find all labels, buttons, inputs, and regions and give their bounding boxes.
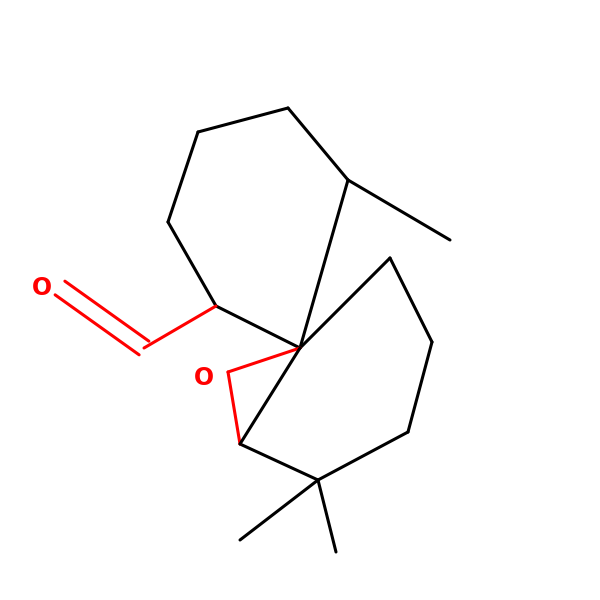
Text: O: O [32,276,52,300]
Text: O: O [194,366,214,390]
